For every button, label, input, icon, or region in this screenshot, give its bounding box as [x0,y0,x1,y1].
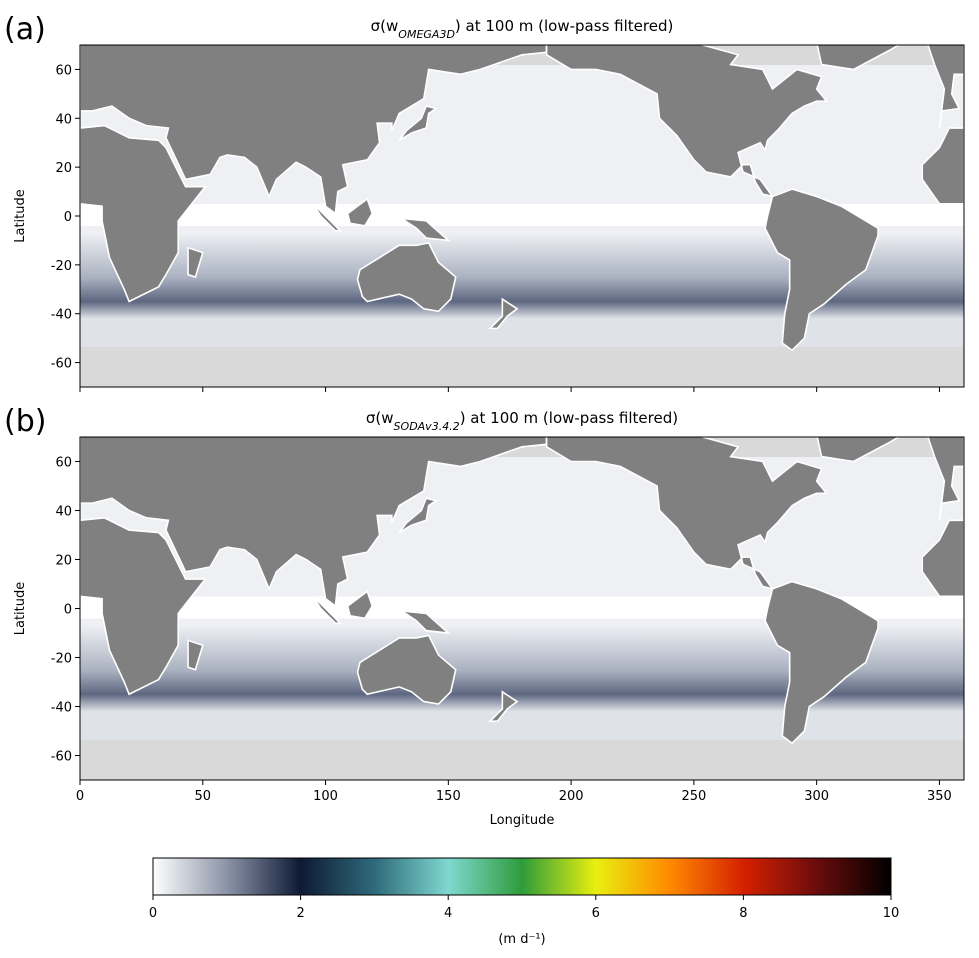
y-tick-label: -60 [51,750,72,765]
panel-label: (b) [4,404,46,439]
title-part: σ(w [366,409,394,427]
x-tick-label: 250 [681,789,706,804]
colorbar-label: (m d⁻¹) [498,932,545,947]
title-part: σ(w [371,17,399,35]
colorbar-tick-label: 0 [149,906,157,921]
map-panel: (b) σ(wSODAv3.4.2) at 100 m (low-pass fil… [4,404,965,828]
colorbar: 0 2 4 6 8 10 (m d⁻¹) [149,857,900,947]
equator-mask [80,596,964,619]
y-axis-label: Latitude [13,582,28,636]
y-tick-label: 40 [55,505,72,520]
title-part: ) at 100 m (low-pass filtered) [460,409,678,427]
x-tick-label: 50 [195,789,212,804]
y-tick-label: 20 [55,554,72,569]
colorbar-tick-label: 6 [592,906,600,921]
y-tick-label: 60 [55,456,72,471]
map-panel: (a) σ(wOMEGA3D) at 100 m (low-pass filter… [4,12,965,392]
colorbar-tick-label: 2 [296,906,304,921]
south-mask [80,740,964,780]
panel-title: σ(wSODAv3.4.2) at 100 m (low-pass filter… [366,409,678,433]
title-part: ) at 100 m (low-pass filtered) [455,17,673,35]
y-tick-label: -60 [51,357,72,372]
colorbar-tick-label: 10 [883,906,900,921]
y-tick-label: 0 [64,210,72,225]
map-area [80,437,964,780]
y-tick-label: 20 [55,161,72,176]
title-part: SODAv3.4.2 [394,420,460,433]
south-mask [80,347,964,387]
panel-title: σ(wOMEGA3D) at 100 m (low-pass filtered) [371,17,674,41]
map-area [80,45,964,387]
y-tick-label: 60 [55,63,72,78]
panel-label: (a) [4,12,46,47]
x-tick-label: 100 [313,789,338,804]
y-tick-label: 0 [64,603,72,618]
equator-mask [80,204,964,226]
panels: (a) σ(wOMEGA3D) at 100 m (low-pass filter… [4,12,965,828]
y-tick-label: -20 [51,652,72,667]
x-tick-label: 200 [559,789,584,804]
x-tick-label: 350 [927,789,952,804]
y-tick-label: -40 [51,308,72,323]
y-tick-label: -40 [51,701,72,716]
colorbar-tick-label: 8 [739,906,747,921]
x-tick-label: 300 [804,789,829,804]
x-axis-label: Longitude [490,813,555,828]
colorbar-fill [152,857,892,896]
y-tick-label: -20 [51,259,72,274]
y-axis-label: Latitude [13,189,28,243]
colorbar-tick-label: 4 [444,906,452,921]
x-tick-label: 150 [436,789,461,804]
x-tick-label: 0 [76,789,84,804]
title-part: OMEGA3D [398,28,455,41]
y-tick-label: 40 [55,112,72,127]
